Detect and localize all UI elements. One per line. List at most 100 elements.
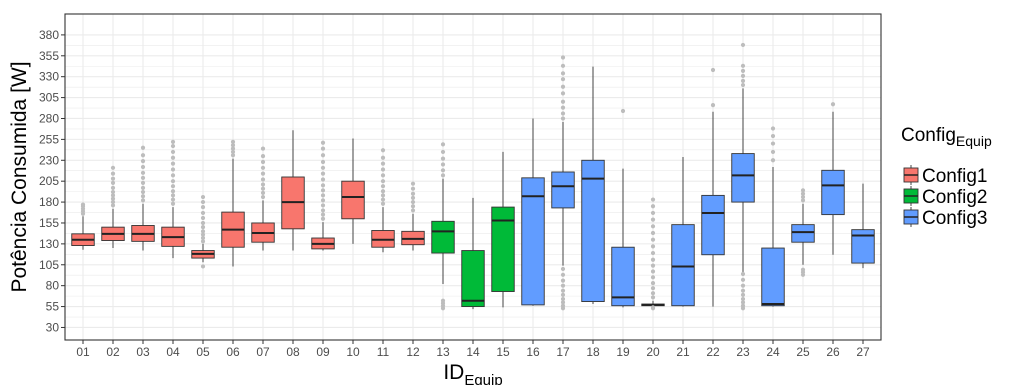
x-tick-label-15: 15 xyxy=(496,345,510,359)
outlier-point xyxy=(560,77,566,82)
box-17 xyxy=(551,55,575,311)
outlier-point xyxy=(170,149,176,155)
x-tick-label-05: 05 xyxy=(196,345,210,359)
x-tick-label-26: 26 xyxy=(826,345,840,359)
box-body-18 xyxy=(581,159,605,302)
outlier-point xyxy=(560,272,566,277)
outlier-point xyxy=(380,161,386,166)
outlier-point xyxy=(200,225,206,230)
outlier-point xyxy=(650,263,656,268)
y-tick-label-355: 355 xyxy=(39,49,59,63)
outlier-point xyxy=(740,288,746,293)
box-08 xyxy=(281,130,305,251)
box-body-19 xyxy=(611,246,635,307)
x-tick-label-09: 09 xyxy=(316,345,330,359)
box-body-10 xyxy=(341,180,365,220)
box-21 xyxy=(671,156,695,307)
outlier-point xyxy=(740,63,746,68)
box-16 xyxy=(521,118,545,306)
box-13 xyxy=(431,142,455,311)
outlier-point xyxy=(380,193,386,198)
outlier-point xyxy=(140,194,146,199)
outlier-point xyxy=(260,171,266,176)
outlier-point xyxy=(620,108,626,114)
outlier-point xyxy=(170,155,176,160)
outlier-point xyxy=(800,188,806,193)
outlier-point xyxy=(560,63,566,68)
legend-label-config2: Config2 xyxy=(922,187,988,208)
x-tick-label-02: 02 xyxy=(106,345,120,359)
outlier-point xyxy=(110,193,116,198)
outlier-point xyxy=(560,303,566,308)
outlier-point xyxy=(110,189,116,195)
outlier-point xyxy=(650,197,656,202)
outlier-point xyxy=(170,173,176,178)
x-tick-label-27: 27 xyxy=(856,345,870,359)
outlier-point xyxy=(770,149,776,155)
outlier-point xyxy=(110,203,116,208)
outlier-point xyxy=(260,159,266,165)
outlier-point xyxy=(110,171,116,176)
outlier-point xyxy=(200,264,206,269)
outlier-point xyxy=(200,232,206,237)
box-23 xyxy=(731,42,755,311)
y-tick-label-130: 130 xyxy=(39,237,59,251)
outlier-point xyxy=(560,288,566,293)
outlier-point xyxy=(440,173,446,178)
outlier-point xyxy=(650,224,656,229)
outlier-point xyxy=(410,208,416,213)
outlier-point xyxy=(260,177,266,182)
outlier-point xyxy=(650,281,656,286)
outlier-point xyxy=(740,42,746,48)
outlier-point xyxy=(140,145,146,150)
outlier-point xyxy=(800,198,806,203)
outlier-point xyxy=(320,188,326,193)
outlier-point xyxy=(650,269,656,274)
outlier-point xyxy=(740,292,746,297)
legend: ConfigEquip Config1 Config2 Config3 xyxy=(901,125,992,229)
y-tick-label-380: 380 xyxy=(39,28,59,42)
outlier-point xyxy=(410,181,416,186)
outlier-point xyxy=(800,191,806,196)
outlier-point xyxy=(140,164,146,170)
legend-title: ConfigEquip xyxy=(901,125,992,149)
box-19 xyxy=(611,108,635,308)
outlier-point xyxy=(200,199,206,205)
x-tick-label-21: 21 xyxy=(676,345,690,359)
x-tick-label-03: 03 xyxy=(136,345,150,359)
outlier-point xyxy=(650,237,656,242)
outlier-point xyxy=(560,55,566,60)
box-body-22 xyxy=(701,194,725,256)
outlier-point xyxy=(320,198,326,203)
outlier-point xyxy=(380,197,386,202)
outlier-point xyxy=(710,67,716,73)
box-22 xyxy=(701,67,725,307)
legend-label-config3: Config3 xyxy=(922,208,988,229)
outlier-point xyxy=(170,143,176,149)
outlier-point xyxy=(230,139,236,144)
outlier-point xyxy=(800,267,806,272)
outlier-point xyxy=(800,194,806,200)
outlier-point xyxy=(170,179,176,184)
outlier-point xyxy=(560,84,566,89)
outlier-point xyxy=(560,99,566,104)
outlier-point xyxy=(230,149,236,155)
outlier-point xyxy=(380,173,386,178)
x-tick-label-16: 16 xyxy=(526,345,540,359)
box-18 xyxy=(581,66,605,305)
outlier-point xyxy=(140,153,146,158)
y-tick-label-155: 155 xyxy=(39,216,59,230)
box-body-16 xyxy=(521,177,545,306)
box-body-13 xyxy=(431,220,455,254)
y-tick-label-205: 205 xyxy=(39,174,59,188)
outlier-point xyxy=(560,296,566,302)
outlier-point xyxy=(560,266,566,272)
outlier-point xyxy=(110,196,116,201)
outlier-point xyxy=(140,198,146,203)
outlier-point xyxy=(740,283,746,288)
outlier-point xyxy=(440,149,446,155)
outlier-point xyxy=(740,277,746,282)
outlier-point xyxy=(110,176,116,181)
outlier-point xyxy=(140,170,146,175)
box-body-21 xyxy=(671,224,695,307)
